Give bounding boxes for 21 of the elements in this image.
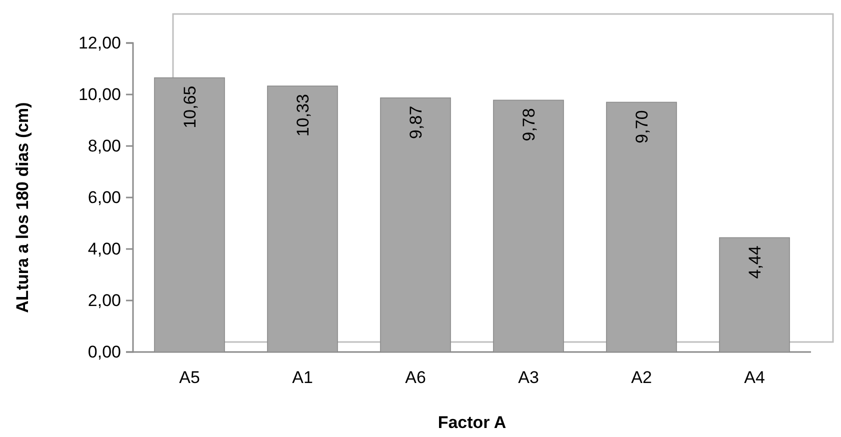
x-tick-label: A3 — [518, 368, 539, 387]
data-label: 4,44 — [746, 246, 764, 279]
y-tick-label: 2,00 — [88, 290, 121, 310]
x-tick-label: A4 — [744, 368, 765, 387]
y-axis-title: ALtura a los 180 dias (cm) — [13, 102, 32, 313]
x-tick-label: A1 — [292, 368, 313, 387]
y-tick-label: 10,00 — [78, 84, 121, 104]
y-tick-label: 6,00 — [88, 188, 121, 207]
data-label: 10,65 — [180, 86, 200, 128]
y-tick-label: 4,00 — [88, 239, 121, 258]
data-label: 9,70 — [632, 110, 652, 144]
data-label: 10,33 — [294, 94, 312, 137]
data-label: 9,87 — [406, 106, 426, 139]
x-tick-label: A5 — [179, 368, 200, 387]
data-label: 9,78 — [520, 108, 538, 142]
y-tick-label: 12,00 — [78, 33, 121, 52]
x-axis-title: Factor A — [438, 413, 506, 432]
y-tick-label: 0,00 — [88, 342, 121, 362]
x-tick-label: A6 — [405, 368, 426, 387]
x-tick-label: A2 — [631, 368, 652, 387]
y-tick-label: 8,00 — [88, 136, 121, 156]
